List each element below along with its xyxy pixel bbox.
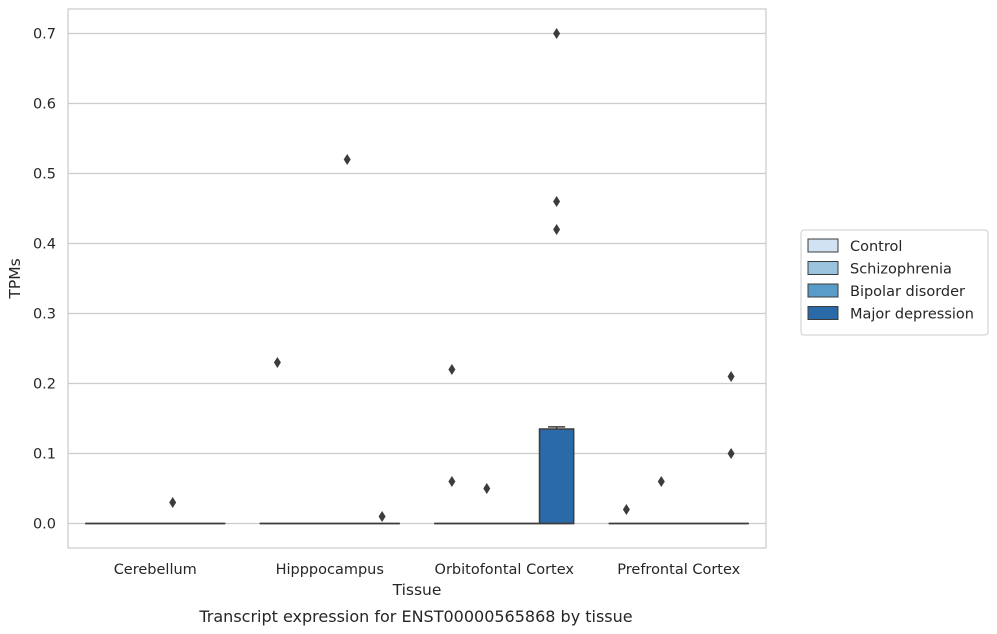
x-axis-ticks: Cerebellum Hipppocampus Orbitofontal Corte… xyxy=(114,562,741,578)
y-tick-label: 0.3 xyxy=(33,307,56,323)
x-tick-label: Hipppocampus xyxy=(276,562,384,578)
outlier-point xyxy=(553,224,561,235)
y-tick-label: 0.7 xyxy=(33,27,56,43)
outlier-point xyxy=(727,371,735,382)
box xyxy=(538,428,575,525)
outlier-point xyxy=(553,196,561,207)
x-tick-label: Cerebellum xyxy=(114,562,197,578)
y-axis-ticks: 0.0 0.1 0.2 0.3 0.4 0.5 0.6 0.7 xyxy=(33,27,56,533)
plot-frame xyxy=(67,8,767,549)
outlier-point xyxy=(448,364,456,375)
legend-swatch xyxy=(807,306,839,320)
x-tick-label: Orbitofontal Cortex xyxy=(435,562,575,578)
legend-swatch xyxy=(807,283,839,298)
legend-label: Schizophrenia xyxy=(850,262,952,278)
legend-frame xyxy=(800,229,989,336)
outlier-point xyxy=(727,448,735,459)
outlier-point xyxy=(343,154,351,165)
outlier-point xyxy=(378,511,386,522)
legend-label: Major depression xyxy=(850,307,974,323)
legend: Control Schizophrenia Bipolar disorder Majo… xyxy=(800,229,989,336)
legend-label: Bipolar disorder xyxy=(850,284,965,300)
figure-caption: Transcript expression for ENST0000056586… xyxy=(198,607,632,626)
y-tick-label: 0.5 xyxy=(33,167,56,183)
outlier-point xyxy=(657,476,665,487)
outlier-point xyxy=(169,497,177,508)
legend-swatch xyxy=(807,261,839,275)
outlier-point xyxy=(553,28,561,39)
x-axis-label: Tissue xyxy=(392,581,442,599)
outlier-point xyxy=(273,357,281,368)
legend-swatch xyxy=(807,238,839,253)
outlier-point xyxy=(448,476,456,487)
y-tick-label: 0.0 xyxy=(33,517,56,533)
y-tick-label: 0.4 xyxy=(33,237,56,253)
box-plot-marks xyxy=(85,28,749,525)
y-tick-label: 0.2 xyxy=(33,377,56,393)
y-tick-label: 0.6 xyxy=(33,97,56,113)
outlier-point xyxy=(483,483,491,494)
legend-label: Control xyxy=(850,239,902,255)
y-tick-label: 0.1 xyxy=(33,447,56,463)
outlier-point xyxy=(622,504,630,515)
grid-lines xyxy=(68,32,766,525)
y-axis-label: TPMs xyxy=(6,258,24,299)
x-tick-label: Prefrontal Cortex xyxy=(617,562,740,578)
